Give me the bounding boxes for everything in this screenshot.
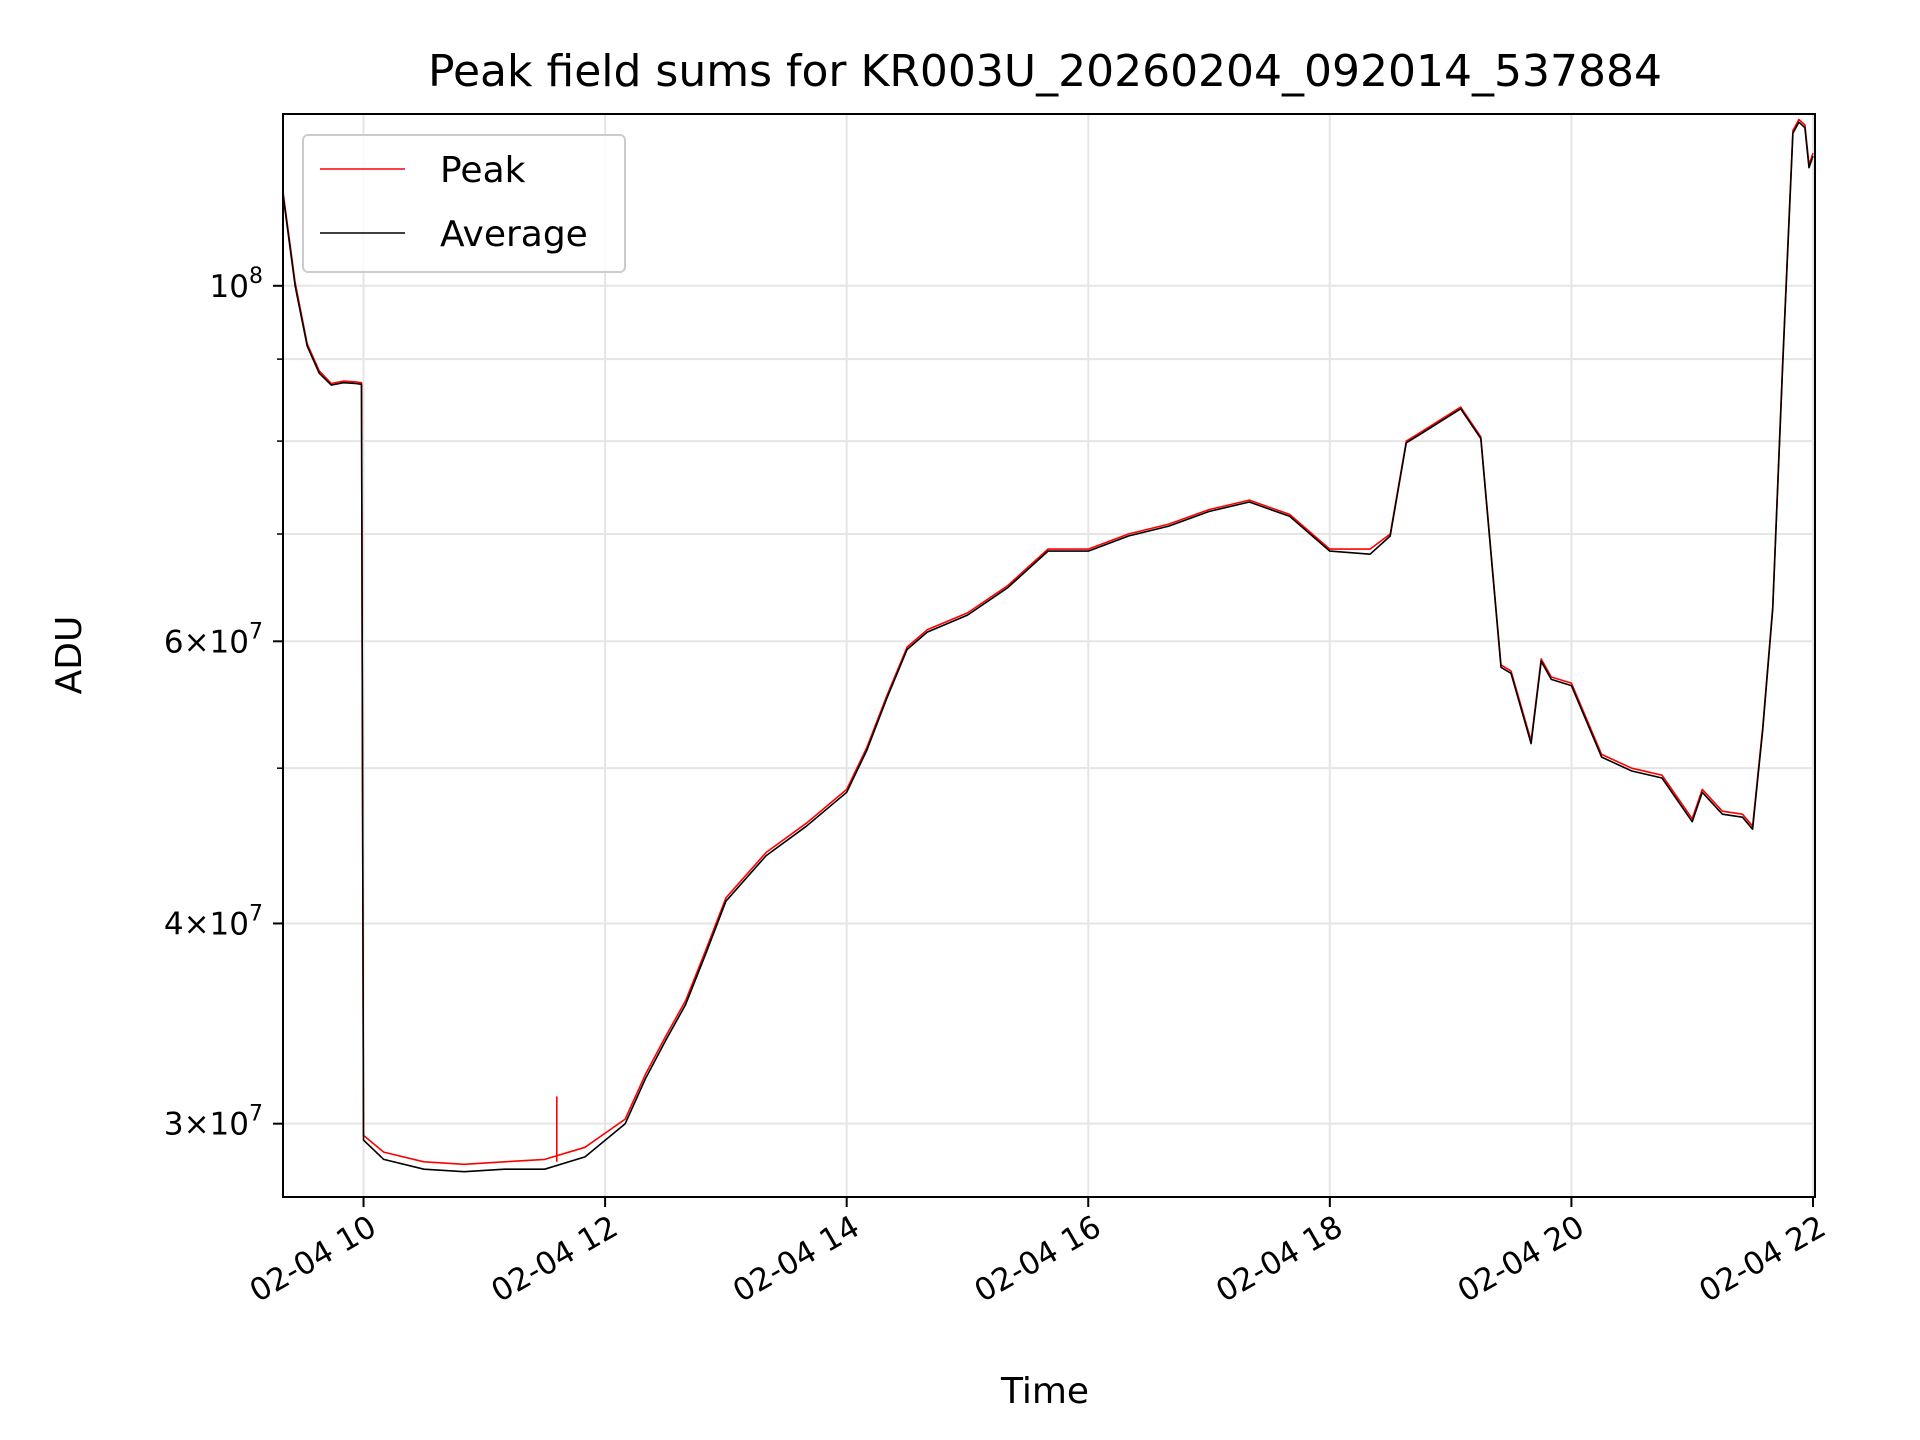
x-axis-label: Time: [1000, 1371, 1089, 1412]
y-axis-label: ADU: [49, 616, 90, 695]
legend-label-peak: Peak: [440, 150, 526, 191]
series-line-average: [282, 121, 1814, 1173]
series-line-peak: [282, 118, 1814, 1166]
series-layer: [282, 118, 1814, 1173]
y-tick-label: 108: [210, 264, 263, 305]
y-tick-label: 3×107: [164, 1102, 263, 1143]
y-axis-ticks: 3×107 4×107 6×107 108: [164, 264, 283, 1143]
y-tick-label: 6×107: [164, 619, 263, 660]
plot-frame: [282, 113, 1816, 1198]
legend-label-average: Average: [440, 214, 588, 255]
y-tick-label: 4×107: [164, 901, 263, 942]
grid: [283, 114, 1815, 1197]
chart-title: Peak field sums for KR003U_20260204_0920…: [428, 46, 1662, 97]
legend: Peak Average: [302, 134, 626, 273]
